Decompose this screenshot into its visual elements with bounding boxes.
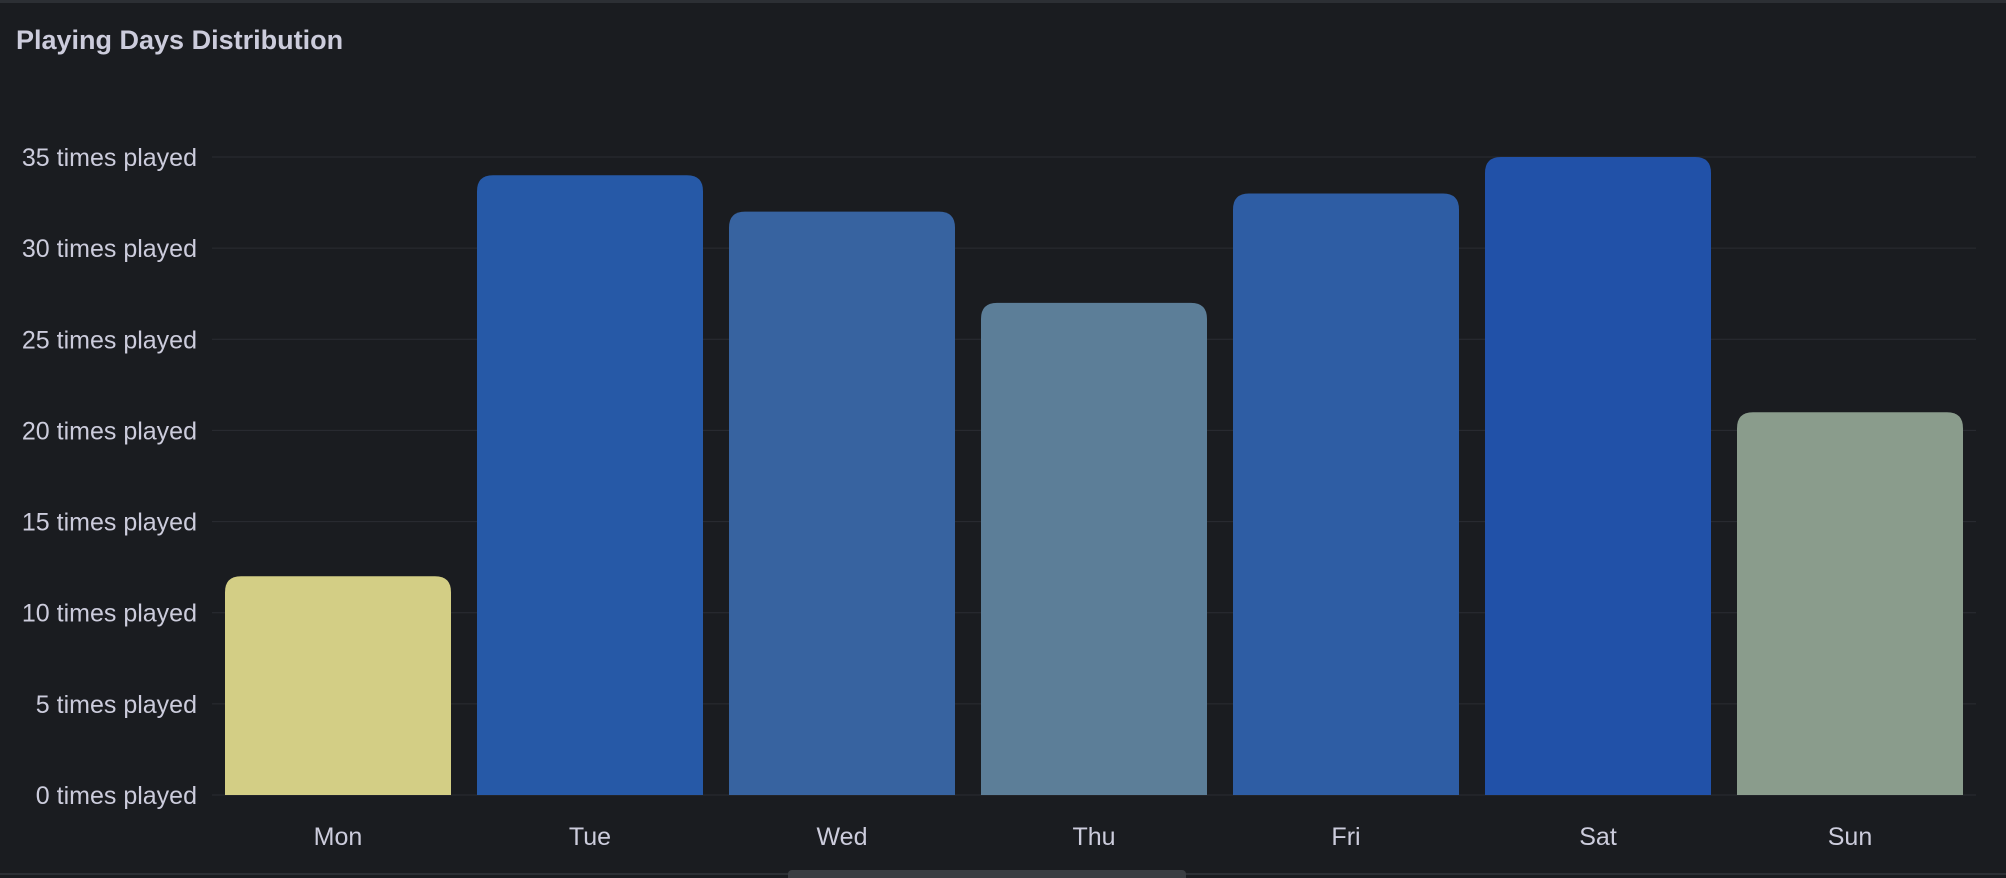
x-tick-label: Tue [569, 823, 611, 851]
bar-fri [1233, 193, 1459, 795]
x-tick-label: Mon [314, 823, 363, 851]
x-tick-label: Fri [1331, 823, 1360, 851]
x-tick-label: Sun [1828, 823, 1872, 851]
horizontal-scrollbar[interactable] [788, 870, 1186, 878]
bar-mon [225, 576, 451, 795]
y-tick-label: 0 times played [36, 782, 197, 810]
x-tick-label: Thu [1072, 823, 1115, 851]
y-tick-label: 15 times played [22, 509, 197, 537]
panel-title: Playing Days Distribution [16, 25, 344, 55]
x-tick-label: Sat [1579, 823, 1617, 851]
bar-tue [477, 175, 703, 795]
bar-sun [1737, 412, 1963, 795]
y-tick-label: 25 times played [22, 326, 197, 354]
bar-thu [981, 302, 1207, 795]
y-tick-label: 20 times played [22, 417, 197, 445]
x-tick-label: Wed [817, 823, 868, 851]
bar-sat [1485, 157, 1711, 795]
y-tick-label: 30 times played [22, 235, 197, 263]
y-tick-label: 10 times played [22, 600, 197, 628]
y-tick-label: 5 times played [36, 691, 197, 719]
bar-wed [729, 211, 955, 795]
y-tick-label: 35 times played [22, 144, 197, 172]
